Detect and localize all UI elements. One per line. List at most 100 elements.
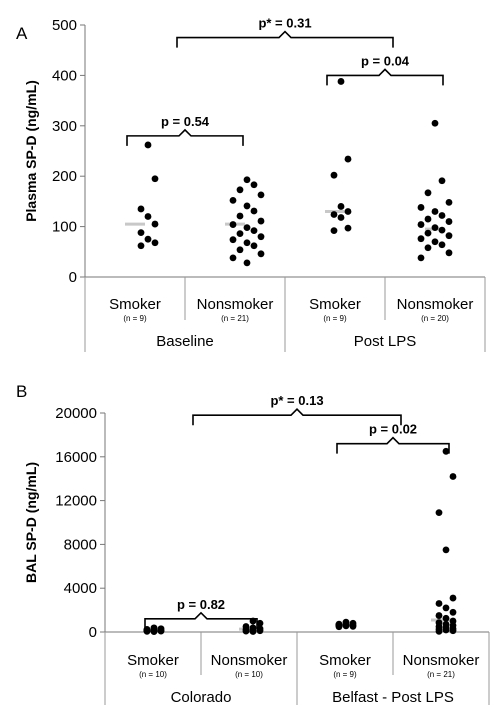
data-point [151, 175, 159, 183]
category-label: Nonsmoker [211, 652, 288, 669]
data-point [243, 259, 251, 267]
p-value-label: p = 0.02 [369, 422, 417, 437]
data-point [424, 229, 432, 237]
data-point [431, 119, 439, 127]
sample-size-label: (n = 9) [333, 670, 357, 679]
panel-b: B BAL SP-D (ng/mL) 0 4000 8000 12000 16000 2000… [16, 382, 490, 705]
y-axis-label: Plasma SP-D (ng/mL) [23, 80, 39, 222]
data-point [250, 242, 258, 250]
data-point [243, 224, 251, 232]
category-label: Nonsmoker [403, 652, 480, 669]
y-tick-label: 400 [52, 67, 77, 84]
data-point [438, 241, 446, 249]
group-label: Baseline [156, 333, 214, 350]
data-point [442, 546, 450, 554]
data-point [449, 594, 457, 602]
data-point [445, 232, 453, 240]
significance-bracket [126, 128, 244, 146]
y-tick-label: 0 [89, 624, 97, 641]
data-point [417, 221, 425, 228]
data-point [250, 227, 258, 235]
data-point [431, 208, 439, 215]
sample-size-label: (n = 21) [427, 670, 455, 679]
y-tick-label: 100 [52, 219, 77, 236]
p-value-label: p = 0.04 [361, 53, 410, 68]
group-label: Belfast - Post LPS [332, 689, 454, 705]
data-point [438, 226, 446, 234]
data-point [337, 214, 345, 221]
data-point [417, 235, 425, 243]
y-tick-label: 300 [52, 118, 77, 135]
data-point [431, 224, 439, 232]
group-label: Colorado [171, 689, 232, 705]
data-point [257, 233, 265, 241]
y-tick-label: 200 [52, 168, 77, 185]
data-point [143, 627, 151, 635]
data-point [257, 191, 265, 199]
data-point [330, 171, 338, 179]
sample-size-label: (n = 20) [421, 314, 449, 323]
data-point [151, 220, 159, 228]
data-point [424, 215, 432, 223]
data-point [435, 509, 443, 517]
data-point [431, 238, 439, 246]
category-label: Smoker [109, 296, 161, 313]
category-label: Nonsmoker [397, 296, 474, 313]
p-value-label: p* = 0.13 [270, 393, 323, 408]
data-point [438, 212, 446, 219]
data-point [424, 244, 432, 252]
data-point [417, 204, 425, 211]
data-point [250, 181, 258, 189]
panel-letter: B [16, 382, 27, 401]
data-point [243, 202, 251, 210]
data-point [257, 250, 265, 258]
category-label: Smoker [127, 652, 179, 669]
data-point [257, 217, 265, 225]
y-tick-label: 12000 [55, 493, 97, 510]
data-point [438, 177, 446, 185]
data-point [435, 627, 443, 635]
y-tick-label: 20000 [55, 405, 97, 422]
data-point [435, 612, 443, 619]
data-point [144, 235, 152, 243]
data-point [344, 224, 352, 232]
data-point [417, 254, 425, 262]
data-point [442, 604, 450, 612]
sample-size-label: (n = 10) [139, 670, 167, 679]
data-point [236, 230, 244, 238]
data-point [449, 473, 457, 480]
data-point [144, 213, 152, 220]
data-point [337, 78, 345, 85]
sample-size-label: (n = 21) [221, 314, 249, 323]
category-label: Smoker [309, 296, 361, 313]
data-point [442, 614, 450, 622]
data-point [424, 189, 432, 197]
data-point [137, 229, 145, 237]
p-value-label: p = 0.82 [177, 597, 225, 612]
data-point [435, 600, 443, 607]
data-point [449, 608, 457, 616]
data-point [243, 176, 251, 184]
p-value-label: p* = 0.31 [258, 16, 311, 31]
data-point [442, 626, 450, 634]
data-point [330, 227, 338, 235]
data-point [137, 205, 145, 213]
p-value-label: p = 0.54 [161, 114, 210, 129]
data-point [449, 627, 457, 635]
significance-bracket [326, 68, 444, 86]
sample-size-label: (n = 9) [323, 314, 347, 323]
data-point [151, 239, 159, 247]
data-point [236, 246, 244, 254]
data-point [157, 627, 165, 635]
data-point [335, 623, 343, 631]
data-point [344, 155, 352, 163]
data-point [337, 203, 345, 210]
data-point [229, 196, 237, 204]
significance-bracket [336, 436, 450, 454]
data-point [349, 622, 357, 630]
data-point [242, 627, 250, 635]
data-point [330, 211, 338, 218]
data-point [229, 236, 237, 244]
data-point [256, 627, 264, 635]
